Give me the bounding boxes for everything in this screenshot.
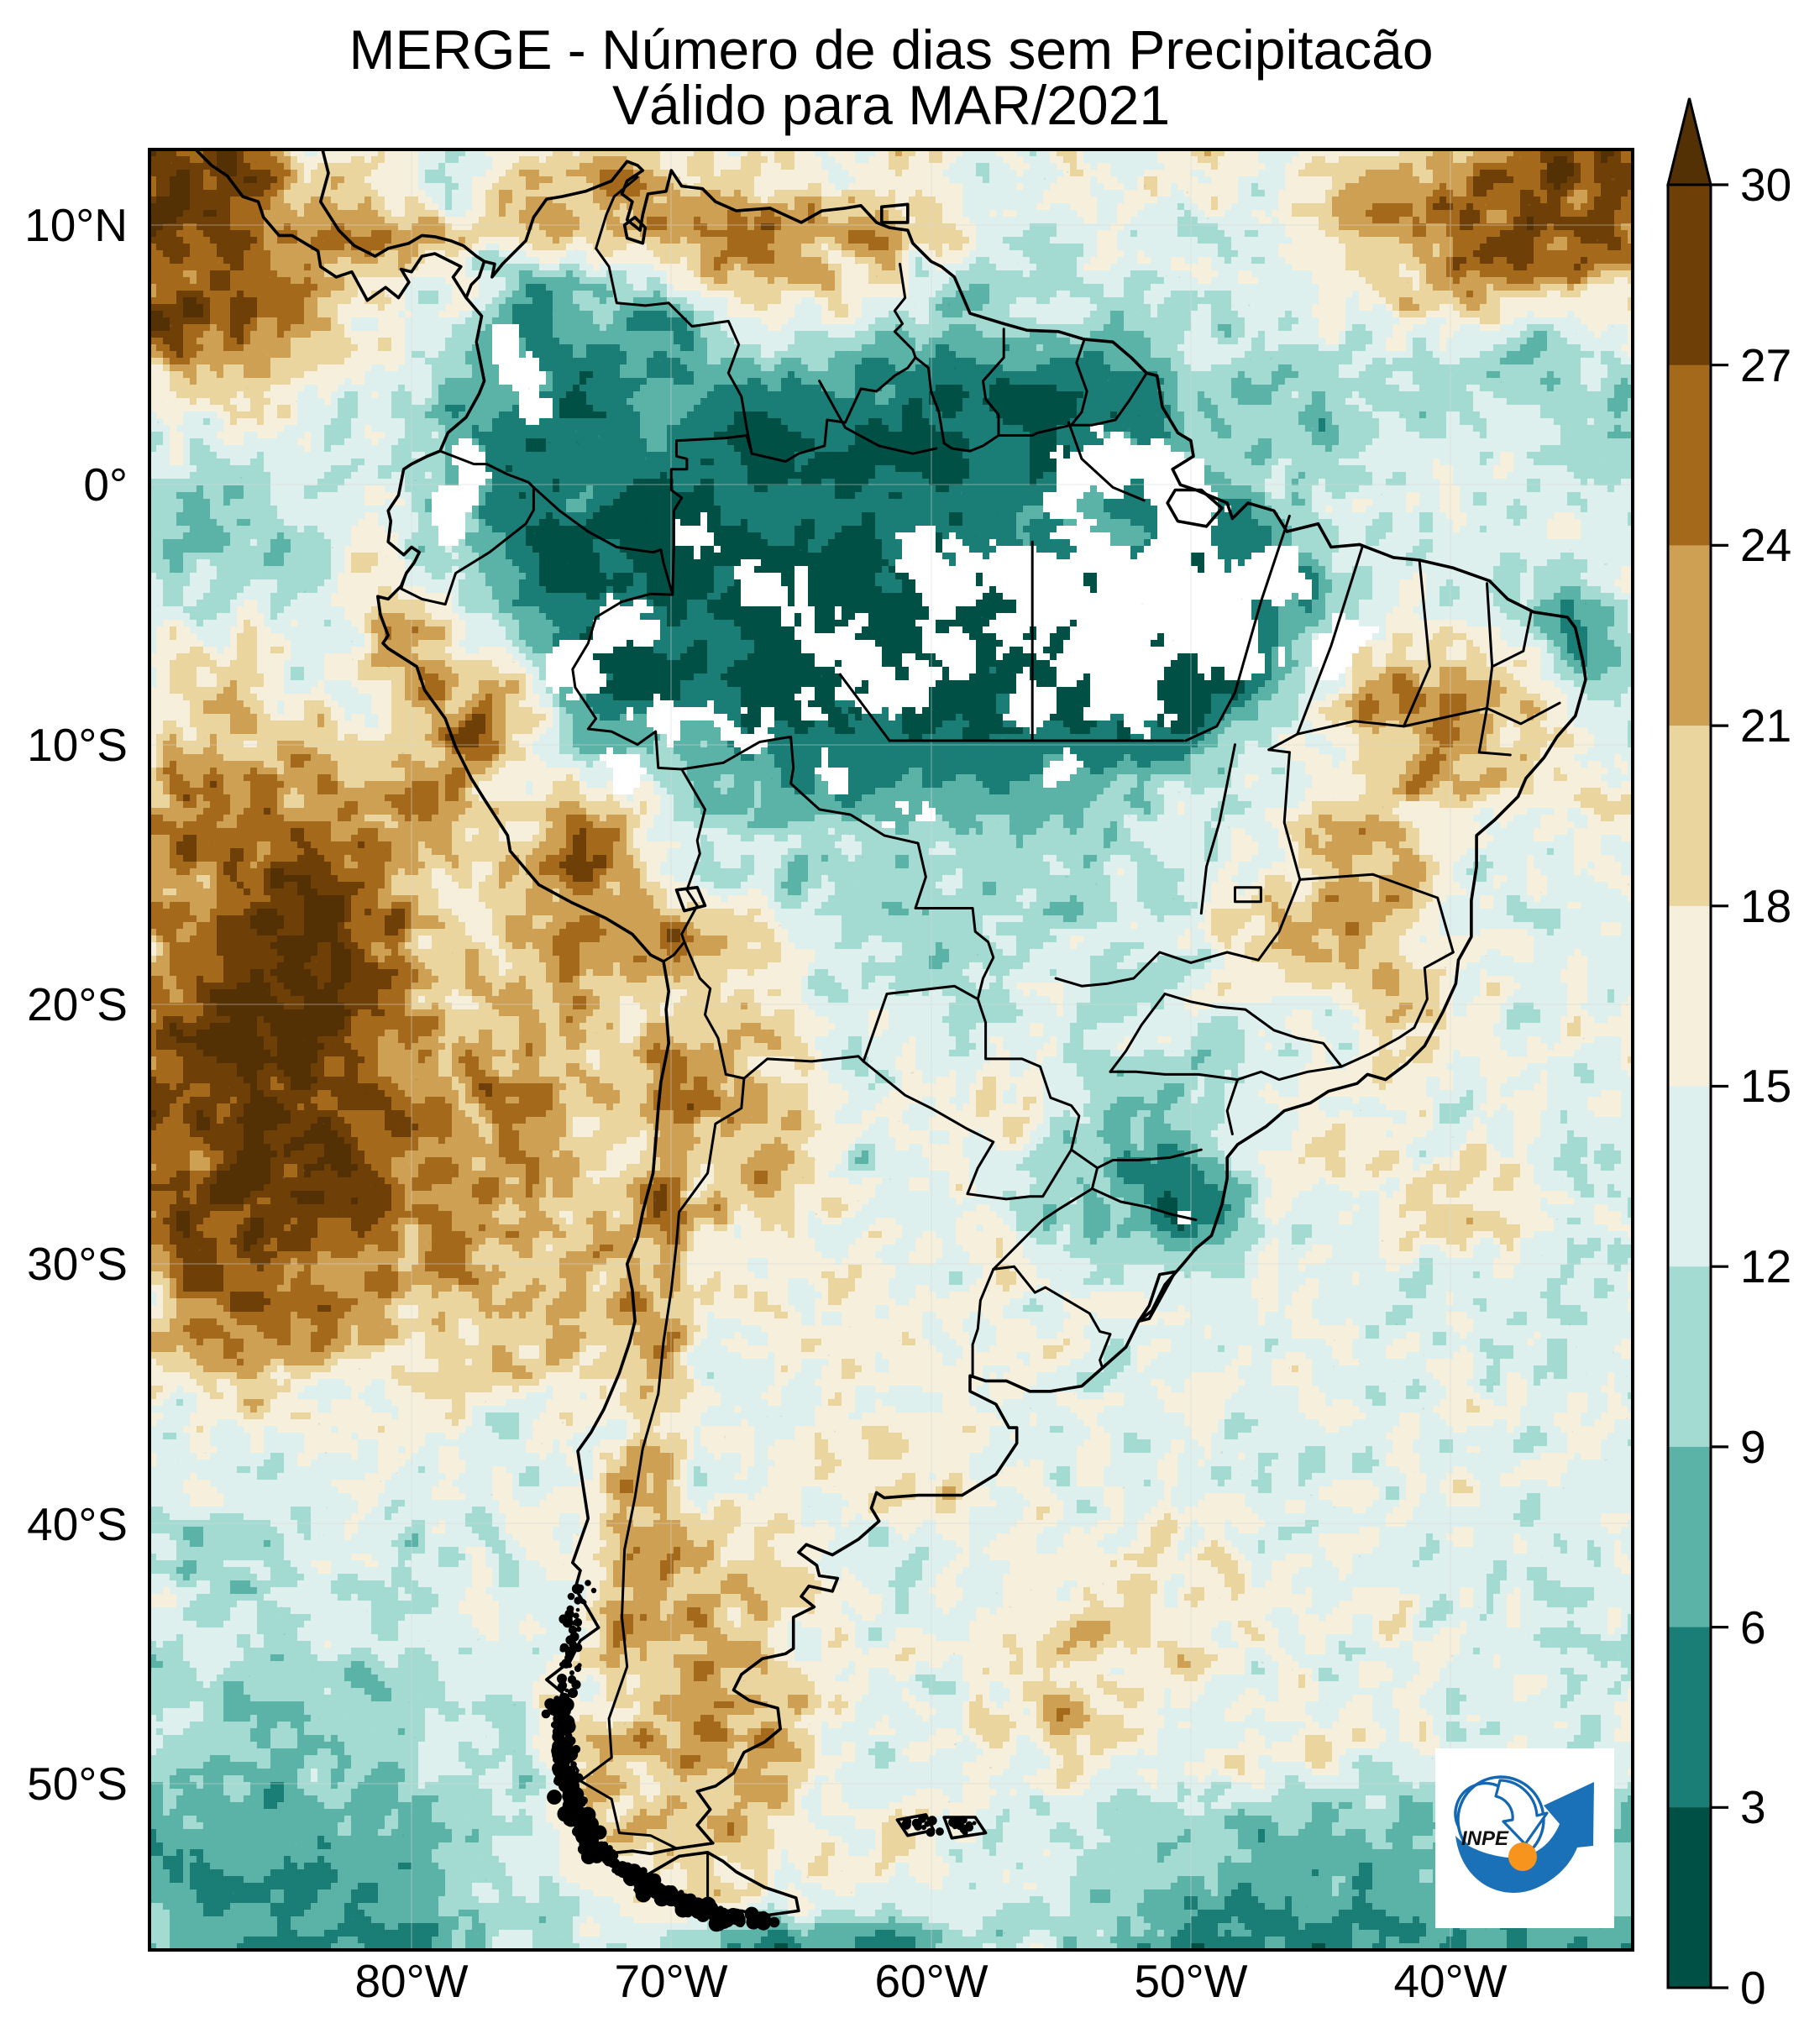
svg-text:18: 18: [1740, 880, 1791, 932]
svg-text:50°S: 50°S: [27, 1758, 128, 1810]
svg-text:70°W: 70°W: [614, 1955, 727, 2007]
svg-text:0°: 0°: [83, 459, 128, 511]
svg-text:60°W: 60°W: [874, 1955, 988, 2007]
svg-text:15: 15: [1740, 1060, 1791, 1112]
svg-text:27: 27: [1740, 339, 1791, 391]
svg-text:24: 24: [1740, 519, 1791, 571]
svg-text:10°S: 10°S: [27, 719, 128, 771]
svg-text:6: 6: [1740, 1601, 1766, 1654]
svg-text:40°S: 40°S: [27, 1498, 128, 1550]
svg-text:21: 21: [1740, 700, 1791, 752]
svg-text:50°W: 50°W: [1134, 1955, 1247, 2007]
svg-text:9: 9: [1740, 1421, 1766, 1473]
svg-text:3: 3: [1740, 1781, 1766, 1833]
svg-text:MERGE - Número de dias sem Pre: MERGE - Número de dias sem Precipitacão: [349, 18, 1433, 81]
svg-text:Válido para MAR/2021: Válido para MAR/2021: [612, 74, 1170, 136]
svg-text:12: 12: [1740, 1240, 1791, 1292]
svg-text:30: 30: [1740, 159, 1791, 211]
svg-text:80°W: 80°W: [354, 1955, 468, 2007]
svg-text:40°W: 40°W: [1393, 1955, 1507, 2007]
svg-text:10°N: 10°N: [24, 199, 128, 251]
svg-text:0: 0: [1740, 1962, 1766, 2014]
svg-text:20°S: 20°S: [27, 978, 128, 1030]
svg-text:INPE: INPE: [1461, 1827, 1509, 1850]
svg-text:30°S: 30°S: [27, 1238, 128, 1290]
